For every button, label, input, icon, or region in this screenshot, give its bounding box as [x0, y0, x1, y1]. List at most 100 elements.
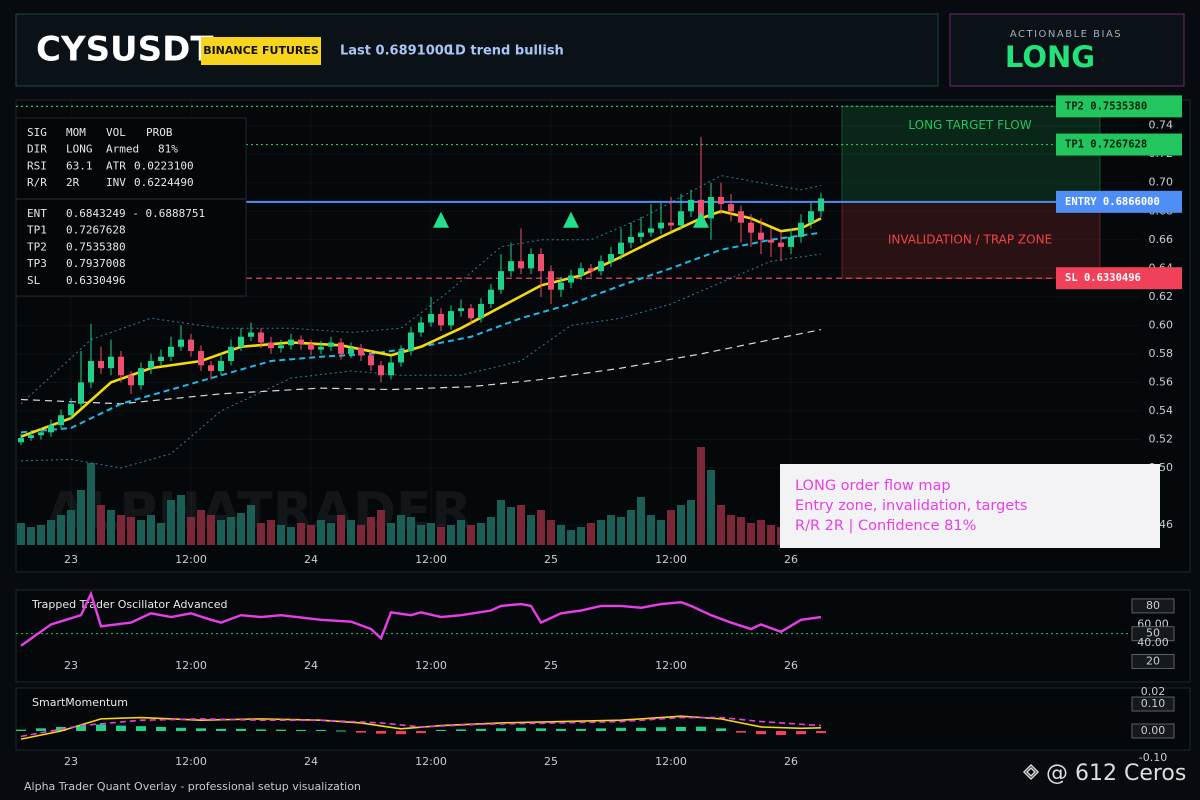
candle-body: [518, 261, 524, 269]
volume-bar: [127, 517, 135, 545]
volume-bar: [207, 515, 215, 545]
candle-body: [498, 271, 504, 290]
stats-table: SIG MOM VOL PROB DIR LONG Armed 81% RSI 63.1 ATR 0.…: [15, 117, 247, 297]
overlay-layer: LONG TARGET FLOW INVALIDATION / TRAP ZONE…: [780, 95, 1182, 548]
candle-body: [168, 346, 174, 357]
candle-body: [98, 361, 104, 369]
volume-bar: [17, 523, 25, 545]
momentum-bar: [36, 728, 46, 732]
volume-bar: [337, 515, 345, 545]
overlay-line: [20, 253, 822, 469]
x-tick-label: 23: [64, 553, 78, 566]
zone-label: INVALIDATION / TRAP ZONE: [888, 233, 1052, 247]
candle-body: [198, 351, 204, 366]
momentum-bar: [736, 731, 746, 733]
candle-body: [608, 254, 614, 262]
volume-bar: [407, 517, 415, 545]
volume-bar: [707, 470, 715, 545]
momentum-bar: [436, 729, 446, 732]
volume-bar: [317, 520, 325, 545]
volume-bar: [247, 505, 255, 545]
y-tick-label: 0.56: [1149, 375, 1174, 388]
last-price: Last 0.6891000: [340, 44, 453, 59]
volume-bar: [377, 510, 385, 545]
volume-bar: [137, 520, 145, 545]
y-tick-label: 0.54: [1149, 404, 1174, 417]
y-tick-label: 50: [1146, 627, 1160, 640]
level-tag-label: SL 0.6330496: [1065, 272, 1141, 284]
x-tick-label: 25: [544, 659, 558, 672]
candle-body: [458, 308, 464, 312]
stats-cell: DIR: [27, 143, 47, 156]
volume-bar: [327, 523, 335, 545]
oscillator-chart: 23 12:00 24 12:00 25 12:00 26 Trapped Trader Os…: [16, 590, 1175, 672]
candle-body: [748, 222, 754, 233]
momentum-bar: [616, 727, 626, 732]
momentum-bar: [516, 727, 526, 732]
signal-marker: [563, 211, 579, 228]
candle-body: [478, 303, 484, 319]
candle-body: [18, 438, 24, 443]
candle-body: [388, 362, 394, 376]
x-tick-label: 24: [304, 755, 318, 768]
momentum-bar: [276, 729, 286, 732]
volume-bar: [177, 495, 185, 545]
level-cell: 0.7267628: [66, 224, 126, 237]
volume-bar: [117, 515, 125, 545]
volume-bar: [597, 520, 605, 545]
volume-bar: [97, 505, 105, 545]
momentum-bar: [296, 729, 306, 732]
candle-body: [638, 232, 644, 237]
candle-body: [58, 415, 64, 426]
candle-body: [218, 361, 224, 371]
momentum-bar: [716, 728, 726, 732]
volume-bar: [87, 463, 95, 545]
stats-cell: INV: [106, 176, 126, 189]
candle-body: [798, 222, 804, 237]
stats-cell: 63.1: [66, 159, 93, 172]
volume-bar: [657, 520, 665, 545]
zone: [841, 201, 1101, 279]
level-tag: [1056, 267, 1182, 290]
stats-cell: 0.6224490: [134, 176, 194, 189]
level-tag-label: TP1 0.7267628: [1065, 139, 1147, 151]
y-tick-label: 0.62: [1149, 290, 1174, 303]
credit: @ 612 Ceros: [1046, 761, 1186, 786]
momentum-bar: [396, 731, 406, 735]
y-tick-label: 0.10: [1141, 697, 1166, 710]
momentum-bar: [796, 731, 806, 735]
volume-bar: [227, 517, 235, 545]
logo-diamond: [1022, 763, 1040, 781]
x-tick-label: 12:00: [655, 659, 687, 672]
candle-body: [698, 199, 704, 219]
volume-bar: [507, 507, 515, 545]
candle-body: [558, 282, 564, 290]
stats-cell: R/R: [27, 176, 47, 189]
x-tick-label: 26: [784, 553, 798, 566]
x-tick-label: 26: [784, 755, 798, 768]
x-tick-label: 12:00: [655, 755, 687, 768]
candle-body: [118, 356, 124, 376]
volume-bar: [167, 500, 175, 545]
candle-body: [708, 196, 714, 219]
zone-label: LONG TARGET FLOW: [908, 118, 1031, 132]
volume-bar: [157, 523, 165, 545]
panel-title: SmartMomentum: [32, 696, 128, 709]
momentum-bar: [216, 728, 226, 732]
momentum-chart: 23 12:00 24 12:00 25 12:00 26 SmartMomentum 0.10…: [16, 685, 1175, 768]
candle-body: [578, 268, 584, 276]
volume-bar: [467, 525, 475, 545]
volume-bar: [637, 497, 645, 545]
momentum-bar: [756, 731, 766, 735]
candle-body: [238, 336, 244, 347]
candle-body: [418, 322, 424, 333]
candle-body: [488, 289, 494, 304]
stats-cell: LONG: [66, 143, 93, 156]
momentum-bar: [256, 729, 266, 732]
level-cell: ENT: [27, 207, 47, 220]
volume-bar: [357, 525, 365, 545]
y-tick-label: 0.70: [1149, 176, 1174, 189]
volume-bar: [547, 520, 555, 545]
momentum-bar: [656, 727, 666, 732]
candle-body: [738, 211, 744, 223]
